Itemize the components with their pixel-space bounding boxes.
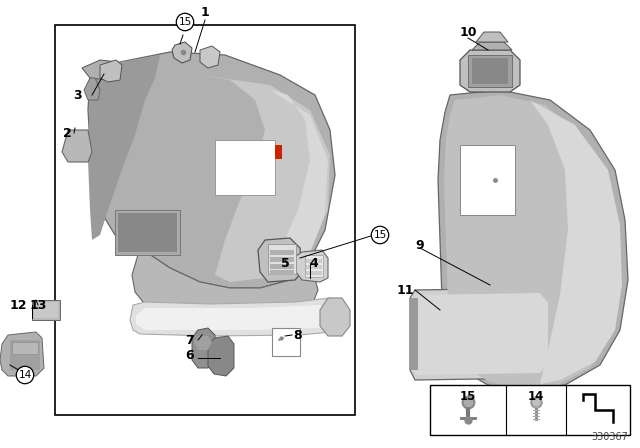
Polygon shape — [438, 90, 628, 392]
Bar — [55, 25, 355, 415]
Text: 1: 1 — [200, 5, 209, 18]
Bar — [272, 328, 300, 356]
Polygon shape — [84, 78, 100, 100]
Bar — [468, 55, 512, 87]
Polygon shape — [130, 298, 340, 336]
Bar — [270, 270, 294, 275]
Text: 5: 5 — [280, 257, 289, 270]
Polygon shape — [208, 336, 234, 376]
Polygon shape — [413, 293, 548, 375]
Polygon shape — [476, 32, 508, 42]
Polygon shape — [258, 238, 302, 282]
Bar — [32, 300, 60, 320]
Bar — [460, 145, 515, 215]
Polygon shape — [530, 100, 622, 384]
Bar — [268, 244, 296, 274]
Polygon shape — [194, 336, 212, 350]
Polygon shape — [460, 50, 520, 92]
Text: 7: 7 — [186, 333, 195, 346]
Text: 15: 15 — [179, 17, 191, 27]
Polygon shape — [265, 90, 328, 280]
Polygon shape — [172, 42, 192, 63]
Polygon shape — [444, 95, 620, 390]
Polygon shape — [200, 46, 220, 68]
Text: 8: 8 — [294, 328, 302, 341]
Polygon shape — [296, 250, 328, 282]
Bar — [270, 257, 294, 262]
Polygon shape — [100, 60, 122, 82]
Text: 11: 11 — [396, 284, 413, 297]
Polygon shape — [320, 298, 350, 336]
Bar — [118, 213, 177, 252]
Bar — [34, 302, 58, 318]
Bar — [270, 264, 294, 269]
Polygon shape — [62, 130, 92, 162]
Polygon shape — [136, 305, 335, 330]
Bar — [215, 140, 275, 195]
Text: 14: 14 — [19, 370, 31, 380]
Polygon shape — [410, 298, 418, 370]
Bar — [306, 265, 322, 269]
Bar — [472, 58, 508, 84]
Polygon shape — [132, 248, 318, 328]
Text: 6: 6 — [186, 349, 195, 362]
Text: 4: 4 — [310, 257, 318, 270]
Text: 14: 14 — [528, 390, 544, 403]
Text: 2: 2 — [63, 126, 72, 139]
Bar — [115, 210, 180, 255]
Text: 3: 3 — [74, 89, 83, 102]
Bar — [306, 271, 322, 275]
Polygon shape — [472, 42, 512, 50]
Polygon shape — [192, 328, 215, 368]
Bar — [270, 250, 294, 255]
Polygon shape — [88, 52, 335, 288]
Text: 13: 13 — [29, 298, 47, 311]
Bar — [430, 385, 630, 435]
Bar — [305, 255, 323, 277]
Bar — [306, 259, 322, 263]
Polygon shape — [0, 332, 44, 376]
Text: 10: 10 — [460, 26, 477, 39]
Polygon shape — [200, 75, 330, 282]
Text: 15: 15 — [373, 230, 387, 240]
Text: 9: 9 — [416, 238, 424, 251]
Polygon shape — [82, 60, 120, 80]
Bar — [10, 340, 40, 370]
Bar — [12, 342, 38, 354]
Text: 12: 12 — [9, 298, 27, 311]
Text: 15: 15 — [460, 390, 476, 403]
Text: 330367: 330367 — [591, 432, 628, 442]
Polygon shape — [88, 55, 160, 240]
Bar — [275, 145, 282, 159]
Polygon shape — [410, 288, 555, 380]
